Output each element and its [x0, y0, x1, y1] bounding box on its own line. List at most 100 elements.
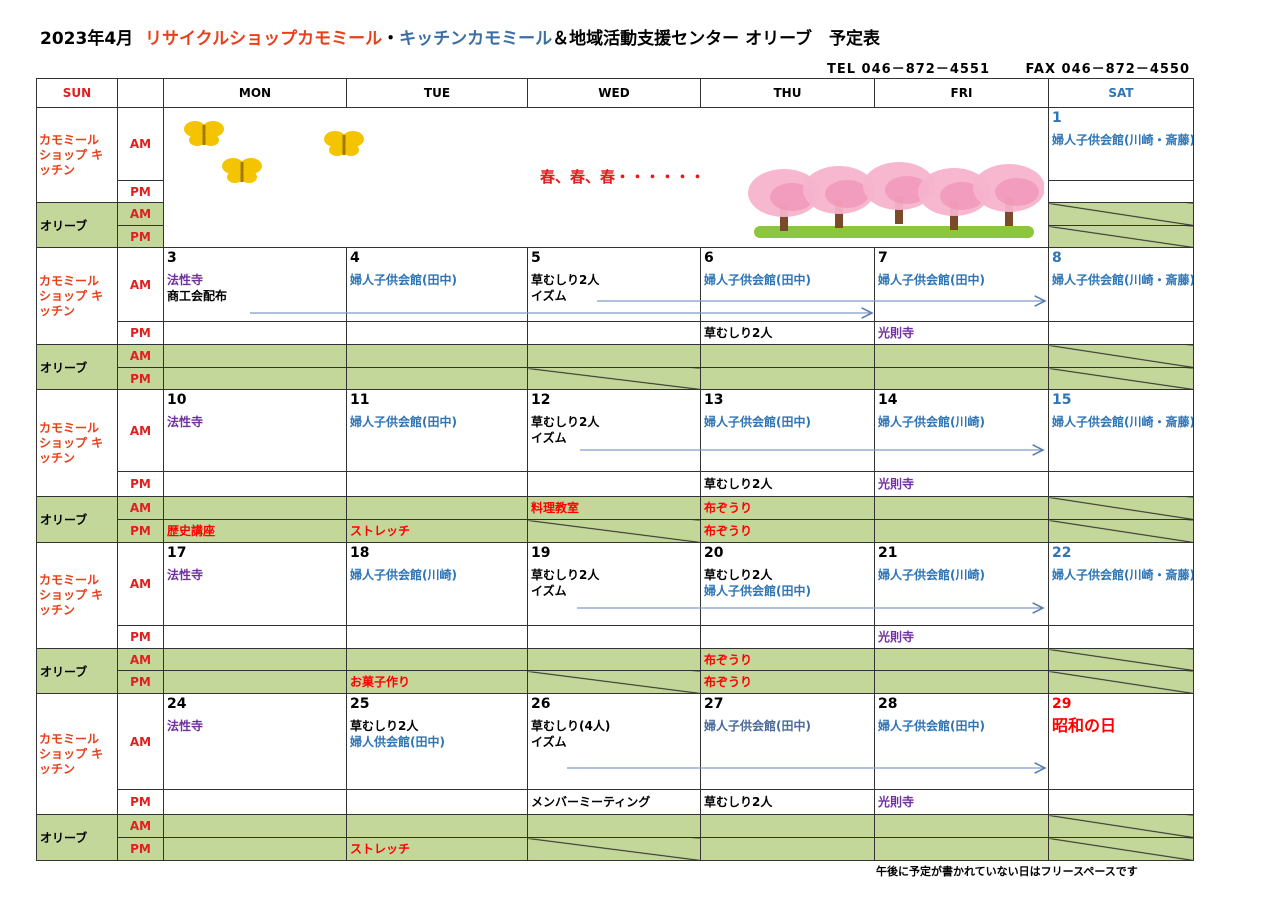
schedule-entry: 草むしり2人 — [704, 477, 773, 491]
pm-label: PM — [117, 837, 164, 861]
day-cell-12[interactable]: 12 草むしり2人 イズム — [527, 389, 701, 472]
pm-label: PM — [117, 225, 164, 248]
day-cell-24[interactable]: 24 法性寺 — [163, 693, 347, 790]
pm-cell[interactable]: メンバーミーティング — [527, 789, 701, 815]
week-2-row: PM — [37, 367, 1194, 390]
day-cell-20[interactable]: 20 草むしり2人 婦人子供会館(田中) — [700, 542, 875, 626]
pm-cell[interactable] — [163, 471, 347, 497]
day-cell-27[interactable]: 27 婦人子供会館(田中) — [700, 693, 875, 790]
day-cell-25[interactable]: 25 草むしり2人 婦人供会館(田中) — [346, 693, 528, 790]
schedule-entry: 婦人子供会館(田中) — [350, 415, 457, 429]
day-cell-17[interactable]: 17 法性寺 — [163, 542, 347, 626]
day-cell-10[interactable]: 10 法性寺 — [163, 389, 347, 472]
schedule-entry: 草むしり2人 — [531, 415, 600, 429]
row-label-olive: オリーブ — [36, 648, 118, 694]
date-number: 12 — [531, 392, 551, 408]
week-3-row: カモミール ショップ キッチン AM 10 法性寺 11 婦人子供会館(田中) 12 草むしり… — [36, 389, 1194, 497]
olive-entry: 布ぞうり — [704, 501, 753, 515]
pm-label: PM — [117, 670, 164, 694]
pm-cell[interactable] — [527, 471, 701, 497]
pm-cell[interactable]: 草むしり2人 — [700, 321, 875, 345]
column-header-mon: MON — [163, 78, 347, 108]
day-cell-14[interactable]: 14 婦人子供会館(川崎) — [874, 389, 1049, 472]
fax-number: FAX 046－872－4550 — [1025, 62, 1190, 77]
schedule-entry: イズム — [531, 584, 567, 598]
unavailable-cell — [1048, 814, 1194, 838]
column-header-fri: FRI — [874, 78, 1049, 108]
unavailable-cell — [1048, 648, 1194, 671]
day-cell-7[interactable]: 7 婦人子供会館(田中) — [874, 247, 1049, 322]
pm-label: PM — [117, 625, 164, 649]
column-header-sun: SUN — [36, 78, 118, 108]
olive-entry: 布ぞうり — [704, 675, 753, 689]
week-3-row: PM 歴史講座 ストレッチ 布ぞうり — [37, 519, 1194, 543]
day-cell-8[interactable]: 8 婦人子供会館(川崎・斎藤) — [1048, 247, 1194, 322]
date-number: 27 — [704, 696, 724, 712]
schedule-entry: 法性寺 — [167, 719, 204, 733]
week-5-row: オリーブ AM — [36, 814, 1194, 861]
pm-cell[interactable] — [527, 625, 701, 649]
day-cell-19[interactable]: 19 草むしり2人 イズム — [527, 542, 701, 626]
pm-cell[interactable] — [346, 625, 528, 649]
footer-note: 午後に予定が書かれていない日はフリースペースです — [876, 865, 1138, 878]
day-cell-15[interactable]: 15 婦人子供会館(川崎・斎藤) — [1048, 389, 1194, 472]
olive-cell: 料理教室 — [527, 496, 701, 520]
day-cell-1[interactable]: 1 婦人子供会館(川崎・斎藤) — [1048, 107, 1194, 181]
pm-cell[interactable]: 草むしり2人 — [700, 471, 875, 497]
pm-cell[interactable] — [1048, 321, 1194, 345]
am-label: AM — [117, 814, 164, 838]
day-cell-4[interactable]: 4 婦人子供会館(田中) — [346, 247, 528, 322]
week-3-row: PM 草むしり2人 光則寺 — [37, 471, 1194, 497]
title-kitchen: キッチンカモミール — [399, 29, 553, 49]
pm-cell[interactable] — [163, 321, 347, 345]
pm-cell[interactable] — [346, 471, 528, 497]
spring-illustration-cell: 春、春、春・・・・・・ — [163, 107, 1049, 248]
pm-cell[interactable] — [1048, 789, 1194, 815]
schedule-entry: イズム — [531, 735, 567, 749]
pm-cell[interactable] — [163, 789, 347, 815]
pm-cell[interactable]: 光則寺 — [874, 789, 1049, 815]
day-cell-22[interactable]: 22 婦人子供会館(川崎・斎藤) — [1048, 542, 1194, 626]
pm-cell[interactable] — [527, 321, 701, 345]
day-cell-5[interactable]: 5 草むしり2人 イズム — [527, 247, 701, 322]
day-cell-26[interactable]: 26 草むしり(4人) イズム — [527, 693, 701, 790]
row-label-kamomile: カモミール ショップ キッチン — [36, 542, 118, 649]
pm-cell[interactable]: 光則寺 — [874, 471, 1049, 497]
pm-cell[interactable]: 光則寺 — [874, 625, 1049, 649]
day-cell-28[interactable]: 28 婦人子供会館(田中) — [874, 693, 1049, 790]
day-cell-3[interactable]: 3 法性寺 商工会配布 — [163, 247, 347, 322]
date-number: 6 — [704, 250, 714, 266]
pm-cell[interactable] — [1048, 471, 1194, 497]
day-cell-6[interactable]: 6 婦人子供会館(田中) — [700, 247, 875, 322]
olive-cell — [874, 648, 1049, 671]
row-label-kamomile: カモミール ショップ キッチン — [36, 107, 118, 203]
schedule-entry: 草むしり2人 — [531, 568, 600, 582]
olive-entry: 布ぞうり — [704, 652, 753, 667]
day-cell-13[interactable]: 13 婦人子供会館(田中) — [700, 389, 875, 472]
unavailable-cell — [1048, 837, 1194, 861]
date-number: 5 — [531, 250, 541, 266]
schedule-entry: 婦人子供会館(川崎) — [878, 415, 985, 429]
day-cell-21[interactable]: 21 婦人子供会館(川崎) — [874, 542, 1049, 626]
date-number: 24 — [167, 696, 187, 712]
schedule-entry: 草むしり2人 — [704, 568, 773, 582]
olive-cell — [346, 344, 528, 368]
pm-cell[interactable] — [1048, 180, 1194, 203]
date-number: 7 — [878, 250, 888, 266]
butterfly-icon — [222, 158, 262, 183]
butterfly-icon — [184, 121, 224, 146]
pm-cell[interactable] — [346, 321, 528, 345]
date-number: 10 — [167, 392, 187, 408]
tel-number: TEL 046－872－4551 — [827, 62, 991, 77]
pm-cell[interactable]: 草むしり2人 — [700, 789, 875, 815]
week-4-row: PM お菓子作り 布ぞうり — [37, 670, 1194, 694]
day-cell-11[interactable]: 11 婦人子供会館(田中) — [346, 389, 528, 472]
pm-cell[interactable] — [163, 625, 347, 649]
day-cell-29[interactable]: 29 昭和の日 — [1048, 693, 1194, 790]
day-cell-18[interactable]: 18 婦人子供会館(川崎) — [346, 542, 528, 626]
pm-cell[interactable] — [346, 789, 528, 815]
date-number: 18 — [350, 545, 370, 561]
pm-cell[interactable]: 光則寺 — [874, 321, 1049, 345]
pm-cell[interactable] — [700, 625, 875, 649]
pm-cell[interactable] — [1048, 625, 1194, 649]
